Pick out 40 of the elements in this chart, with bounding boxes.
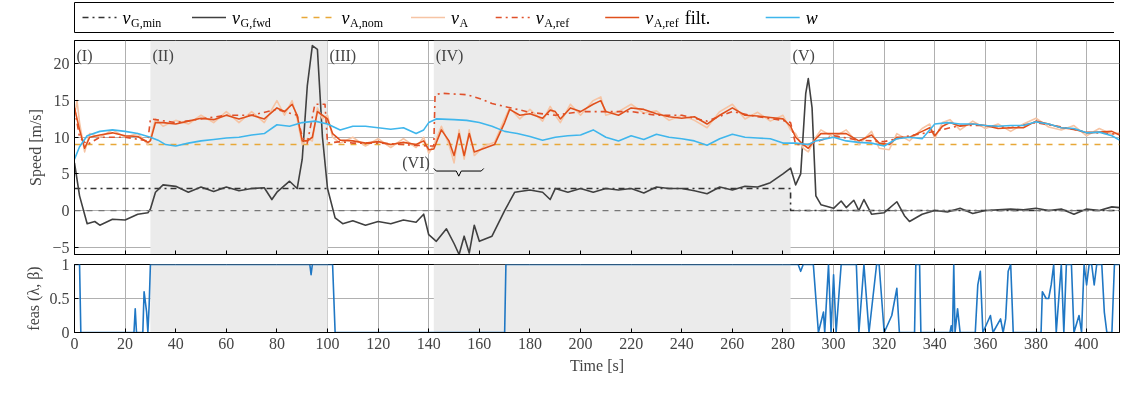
x-tick-label: 120 <box>366 334 391 352</box>
x-tick-label: 200 <box>568 334 593 352</box>
x-tick-label: 260 <box>720 334 745 352</box>
x-tick-label: 380 <box>1024 334 1048 352</box>
x-tick-label: 180 <box>517 334 542 352</box>
line-series <box>74 92 1120 147</box>
x-tick-label: 80 <box>268 334 285 352</box>
y-tick-label: 0 <box>61 202 70 220</box>
annotation: (III) <box>329 46 357 65</box>
x-tick-label: 140 <box>416 334 441 352</box>
x-tick-label: 220 <box>619 334 644 352</box>
y-tick-label: 5 <box>61 165 70 183</box>
x-axis-title: Time [s] <box>569 356 625 374</box>
y-tick-label: 1 <box>61 256 70 273</box>
x-tick-label: 100 <box>315 334 340 352</box>
x-tick-label: 160 <box>467 334 492 352</box>
y-axis-title: Speed [m/s] <box>27 109 46 186</box>
annotation: (I) <box>76 46 93 65</box>
x-tick-label: 60 <box>218 334 235 352</box>
band-label: (IV) <box>435 46 464 65</box>
y-tick-label: 15 <box>53 92 70 110</box>
y-tick-label: 0.5 <box>49 290 70 307</box>
legend-label: w <box>805 7 818 28</box>
annotation: (V) <box>792 46 815 65</box>
x-tick-label: 40 <box>167 334 184 352</box>
y-tick-label: 10 <box>53 128 70 146</box>
x-tick-label: 320 <box>872 334 897 352</box>
y-axis-title: feas (λ, β) <box>24 266 43 331</box>
band-label: (II) <box>152 46 174 65</box>
y-tick-label: 20 <box>53 55 70 73</box>
x-tick-label: 400 <box>1074 334 1099 352</box>
annotation: (VI) <box>402 154 430 173</box>
x-tick-label: 20 <box>117 334 134 352</box>
x-tick-label: 280 <box>770 334 795 352</box>
x-tick-label: 360 <box>973 334 998 352</box>
x-tick-label: 240 <box>669 334 694 352</box>
x-tick-label: 340 <box>922 334 947 352</box>
y-tick-label: −5 <box>52 238 70 256</box>
x-tick-label: 300 <box>821 334 846 352</box>
line-series <box>74 44 1120 255</box>
